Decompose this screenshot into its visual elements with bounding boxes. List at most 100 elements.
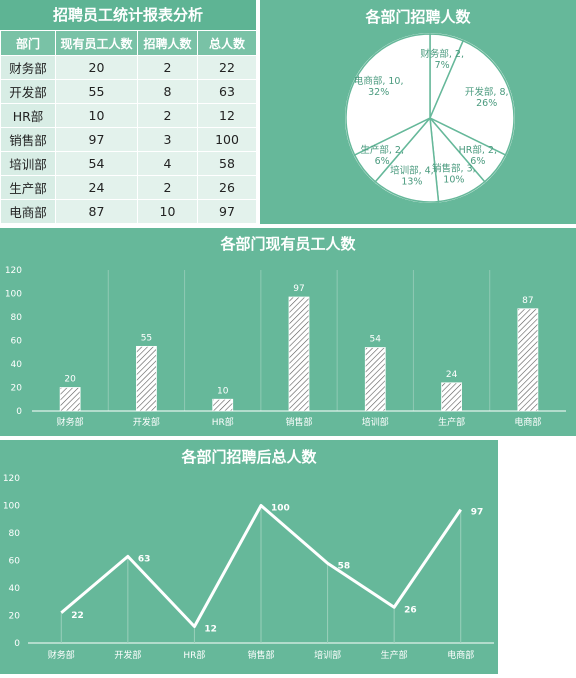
- line-chart: 各部门招聘后总人数 0 20 40 60 80 100 120 财务部 开发部 HR部 销售部 培训部…: [3, 448, 494, 661]
- bar-y-tick-label: 120: [5, 266, 22, 276]
- bar-x-tick-label: 培训部: [362, 416, 389, 428]
- bar-x-tick-label: HR部: [212, 416, 234, 428]
- pie-data-label: 开发部, 8, 26%: [465, 86, 509, 109]
- bar-data-label: 20: [64, 375, 76, 385]
- table-cell: 8: [137, 79, 198, 104]
- table-cell: 24: [55, 175, 138, 200]
- bar-x-tick-label: 开发部: [133, 416, 160, 428]
- table-cell: 财务部: [0, 55, 56, 80]
- bar-1: [136, 345, 157, 412]
- table-cell: 97: [197, 199, 257, 224]
- line-data-label: 58: [338, 561, 351, 571]
- pie-chart-title: 各部门招聘人数: [364, 8, 471, 26]
- table-row: 电商部 87 10 97: [0, 199, 257, 224]
- table-row: 销售部 97 3 100: [0, 127, 257, 152]
- table-cell: 4: [137, 151, 198, 176]
- table-row: HR部 10 2 12: [0, 103, 257, 128]
- col-header-hired: 招聘人数: [137, 30, 198, 56]
- line-data-label: 12: [204, 625, 217, 635]
- table-cell: 10: [137, 199, 198, 224]
- line-y-tick-label: 40: [9, 584, 21, 594]
- bar-3: [288, 296, 310, 412]
- bar-0: [59, 387, 81, 412]
- bar-y-tick-label: 20: [11, 384, 23, 394]
- bar-x-tick-label: 电商部: [514, 416, 541, 428]
- table-row: 培训部 54 4 58: [0, 151, 257, 176]
- table-cell: 26: [197, 175, 257, 200]
- line-x-tick-label: 财务部: [48, 649, 75, 661]
- table-cell: 87: [55, 199, 138, 224]
- bar-4: [364, 347, 386, 412]
- bar-y-tick-label: 100: [5, 290, 22, 300]
- table-cell: 2: [137, 175, 198, 200]
- bar-x-tick-label: 销售部: [285, 416, 312, 428]
- bar-data-label: 24: [446, 370, 458, 380]
- line-y-tick-label: 100: [3, 502, 20, 512]
- table-row: 开发部 55 8 63: [0, 79, 257, 104]
- pie-chart-panel: 各部门招聘人数 财务部, 2, 7% 开发部, 8, 26% HR部, 2, 6% 销售部,…: [260, 0, 576, 224]
- line-data-label: 22: [71, 611, 84, 621]
- bar-6: [517, 308, 539, 412]
- line-y-tick-label: 120: [3, 474, 20, 484]
- table-row: 财务部 20 2 22: [0, 55, 257, 80]
- table-cell: 22: [197, 55, 257, 80]
- line-series-total: [60, 504, 462, 628]
- line-y-tick-label: 0: [14, 639, 20, 649]
- table-cell: HR部: [0, 103, 56, 128]
- bar-chart-panel: 各部门现有员工人数 0 20 40 60 80 100 120 财务部 开发部 HR部 销售部 培训部…: [0, 228, 576, 436]
- table-cell: 培训部: [0, 151, 56, 176]
- line-x-tick-label: 销售部: [247, 649, 274, 661]
- table-cell: 开发部: [0, 79, 56, 104]
- bar-y-tick-label: 60: [11, 337, 23, 347]
- col-header-dept: 部门: [0, 30, 56, 56]
- line-data-label: 97: [471, 508, 484, 518]
- line-chart-panel: 各部门招聘后总人数 0 20 40 60 80 100 120 财务部 开发部 HR部 销售部 培训部…: [0, 440, 498, 674]
- table-row: 生产部 24 2 26: [0, 175, 257, 200]
- line-y-tick-label: 60: [9, 557, 21, 567]
- pie-slice-1: [429, 39, 515, 156]
- table-cell: 电商部: [0, 199, 56, 224]
- line-x-tick-label: 培训部: [314, 649, 341, 661]
- pie-slice-4: [374, 116, 440, 203]
- table-cell: 2: [137, 103, 198, 128]
- line-data-label: 100: [271, 504, 290, 514]
- bar-5: [441, 382, 462, 412]
- table-cell: 12: [197, 103, 257, 128]
- line-x-tick-label: 开发部: [114, 649, 141, 661]
- stats-table-panel: 招聘员工统计报表分析 部门 现有员工人数 招聘人数 总人数 财务部 20 2 2…: [0, 0, 257, 224]
- table-cell: 2: [137, 55, 198, 80]
- table-cell: 55: [55, 79, 138, 104]
- bar-chart-title: 各部门现有员工人数: [219, 235, 356, 253]
- bar-y-tick-label: 40: [11, 360, 23, 370]
- line-y-tick-label: 80: [9, 529, 21, 539]
- bar-data-label: 10: [217, 386, 229, 396]
- table-cell: 97: [55, 127, 138, 152]
- table-cell: 生产部: [0, 175, 56, 200]
- line-chart-title: 各部门招聘后总人数: [180, 448, 317, 466]
- pie-data-label: 培训部, 4, 13%: [390, 165, 434, 188]
- col-header-current: 现有员工人数: [55, 30, 138, 56]
- bar-y-tick-label: 80: [11, 313, 23, 323]
- line-x-tick-label: 生产部: [381, 649, 408, 661]
- table-header-row: 部门 现有员工人数 招聘人数 总人数: [0, 30, 257, 56]
- bar-data-label: 54: [370, 335, 382, 345]
- line-data-label: 63: [138, 554, 151, 564]
- bar-data-label: 97: [293, 284, 304, 294]
- bar-y-tick-label: 0: [16, 407, 22, 417]
- pie-data-label: 销售部, 3, 10%: [432, 163, 476, 186]
- pie-data-label: 电商部, 10, 32%: [354, 75, 404, 98]
- table-title: 招聘员工统计报表分析: [0, 0, 256, 30]
- pie-chart: 各部门招聘人数 财务部, 2, 7%开发部, 8, 26% HR部, 2, 6%销售部,…: [345, 8, 515, 203]
- bar-x-tick-label: 财务部: [57, 416, 84, 428]
- line-data-label: 26: [404, 605, 417, 615]
- table-cell: 58: [197, 151, 257, 176]
- bar-chart: 各部门现有员工人数 0 20 40 60 80 100 120 财务部 开发部 HR部 销售部 培训部…: [5, 235, 566, 428]
- line-x-tick-label: 电商部: [447, 649, 474, 661]
- bar-data-label: 87: [522, 296, 533, 306]
- table-cell: 54: [55, 151, 138, 176]
- col-header-total: 总人数: [197, 30, 257, 56]
- bar-x-tick-label: 生产部: [438, 416, 465, 428]
- table-cell: 100: [197, 127, 257, 152]
- stats-table: 部门 现有员工人数 招聘人数 总人数 财务部 20 2 22 开发部 55 8 …: [0, 30, 257, 224]
- table-cell: 10: [55, 103, 138, 128]
